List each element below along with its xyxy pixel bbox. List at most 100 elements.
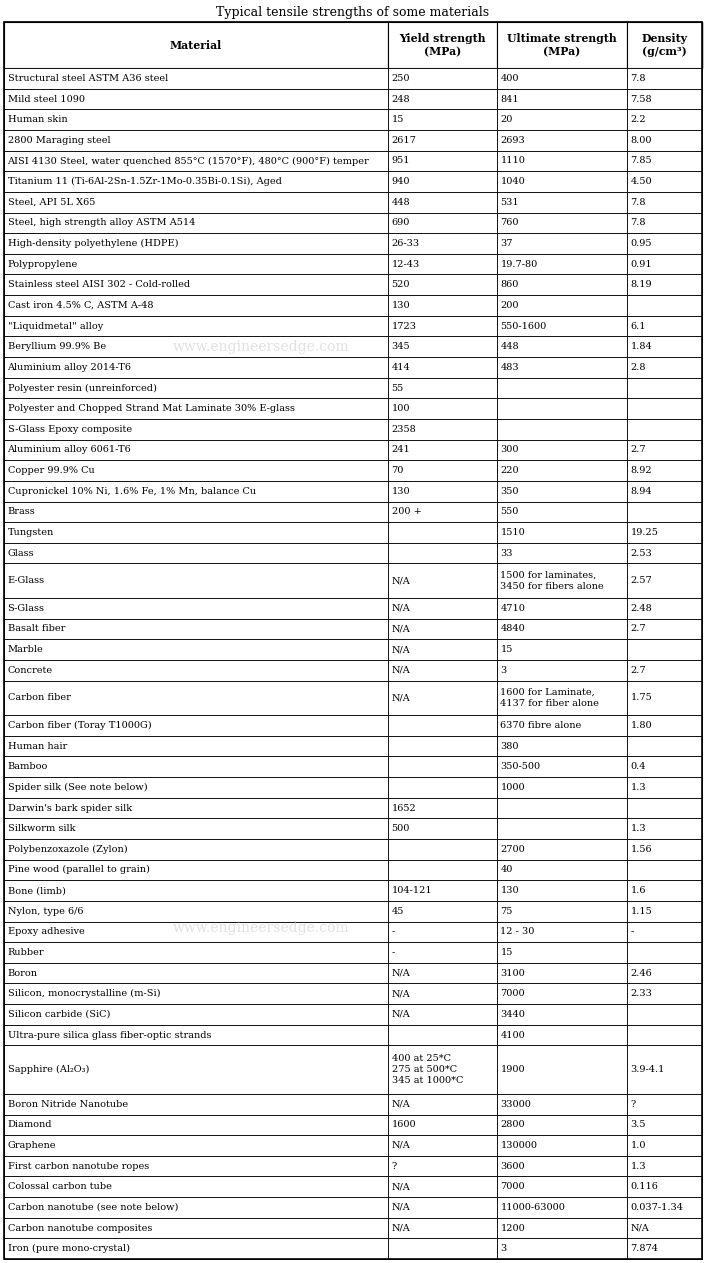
Bar [627, 336, 702, 357]
Bar [497, 336, 627, 357]
Text: 3600: 3600 [501, 1162, 525, 1171]
Text: Boron: Boron [8, 969, 37, 978]
Text: 37: 37 [501, 239, 513, 248]
Bar [4, 378, 702, 398]
Bar [388, 481, 497, 501]
Bar [497, 460, 627, 481]
Bar [4, 880, 702, 901]
Bar [388, 901, 497, 922]
Text: 250: 250 [392, 75, 410, 83]
Bar [4, 597, 388, 619]
Text: AISI 4130 Steel, water quenched 855°C (1570°F), 480°C (900°F) temper: AISI 4130 Steel, water quenched 855°C (1… [8, 157, 369, 165]
Text: 483: 483 [501, 362, 519, 371]
Bar [627, 1114, 702, 1135]
Text: Boron Nitride Nanotube: Boron Nitride Nanotube [8, 1100, 128, 1109]
Bar [497, 522, 627, 543]
Text: 1.0: 1.0 [630, 1140, 646, 1151]
Text: 2.48: 2.48 [630, 604, 652, 613]
Bar [4, 460, 702, 481]
Text: 0.116: 0.116 [630, 1182, 659, 1191]
Text: Silicon carbide (SiC): Silicon carbide (SiC) [8, 1010, 110, 1019]
Text: N/A: N/A [392, 645, 410, 654]
Text: 200 +: 200 + [392, 508, 421, 517]
Text: S-Glass Epoxy composite: S-Glass Epoxy composite [8, 424, 131, 433]
Text: 500: 500 [392, 825, 410, 834]
Bar [627, 681, 702, 715]
Text: N/A: N/A [392, 989, 410, 998]
Bar [627, 68, 702, 88]
Bar [497, 378, 627, 398]
Bar [4, 597, 702, 619]
Bar [627, 798, 702, 818]
Bar [388, 1238, 497, 1259]
Bar [4, 757, 702, 777]
Text: 40: 40 [501, 865, 513, 874]
Bar [497, 316, 627, 336]
Text: Basalt fiber: Basalt fiber [8, 624, 65, 634]
Text: 4710: 4710 [501, 604, 525, 613]
Text: 8.19: 8.19 [630, 280, 652, 289]
Bar [627, 1135, 702, 1156]
Bar [388, 296, 497, 316]
Text: Bone (limb): Bone (limb) [8, 887, 66, 895]
Text: 414: 414 [392, 362, 410, 371]
Text: 841: 841 [501, 95, 519, 104]
Text: 2.46: 2.46 [630, 969, 652, 978]
Bar [4, 563, 702, 597]
Bar [497, 1004, 627, 1024]
Text: Yield strength
(MPa): Yield strength (MPa) [400, 33, 486, 57]
Bar [497, 922, 627, 942]
Text: Ultimate strength
(MPa): Ultimate strength (MPa) [507, 33, 617, 57]
Text: 380: 380 [501, 741, 519, 750]
Bar [388, 962, 497, 984]
Bar [4, 1197, 702, 1218]
Bar [4, 254, 388, 274]
Text: 7.874: 7.874 [630, 1244, 659, 1253]
Bar [4, 481, 388, 501]
Bar [4, 1024, 388, 1046]
Bar [497, 1197, 627, 1218]
Text: 7.8: 7.8 [630, 75, 646, 83]
Text: www.engineersedge.com: www.engineersedge.com [173, 340, 349, 355]
Bar [4, 901, 702, 922]
Text: N/A: N/A [392, 666, 410, 674]
Text: 400: 400 [501, 75, 519, 83]
Text: 2.53: 2.53 [630, 548, 652, 557]
Bar [388, 880, 497, 901]
Bar [4, 522, 388, 543]
Bar [388, 110, 497, 130]
Bar [497, 619, 627, 639]
Text: 2.57: 2.57 [630, 576, 652, 585]
Bar [4, 130, 702, 150]
Text: ?: ? [630, 1100, 635, 1109]
Bar [4, 681, 702, 715]
Bar [388, 88, 497, 110]
Bar [388, 715, 497, 736]
Text: Material: Material [170, 39, 222, 51]
Text: Marble: Marble [8, 645, 43, 654]
Bar [4, 501, 388, 522]
Text: 1040: 1040 [501, 177, 525, 186]
Bar [4, 1197, 388, 1218]
Bar [627, 757, 702, 777]
Text: 1200: 1200 [501, 1224, 525, 1233]
Bar [497, 192, 627, 212]
Text: 3: 3 [501, 1244, 507, 1253]
Bar [388, 543, 497, 563]
Text: 3.9-4.1: 3.9-4.1 [630, 1065, 665, 1074]
Bar [497, 440, 627, 460]
Bar [4, 1046, 702, 1094]
Text: 448: 448 [501, 342, 519, 351]
Bar [4, 316, 388, 336]
Bar [4, 777, 702, 798]
Bar [497, 21, 627, 68]
Text: N/A: N/A [392, 1010, 410, 1019]
Text: -: - [630, 927, 634, 936]
Bar [388, 460, 497, 481]
Bar [627, 316, 702, 336]
Bar [4, 922, 388, 942]
Text: Polybenzoxazole (Zylon): Polybenzoxazole (Zylon) [8, 845, 127, 854]
Bar [4, 1176, 702, 1197]
Bar [627, 357, 702, 378]
Bar [497, 880, 627, 901]
